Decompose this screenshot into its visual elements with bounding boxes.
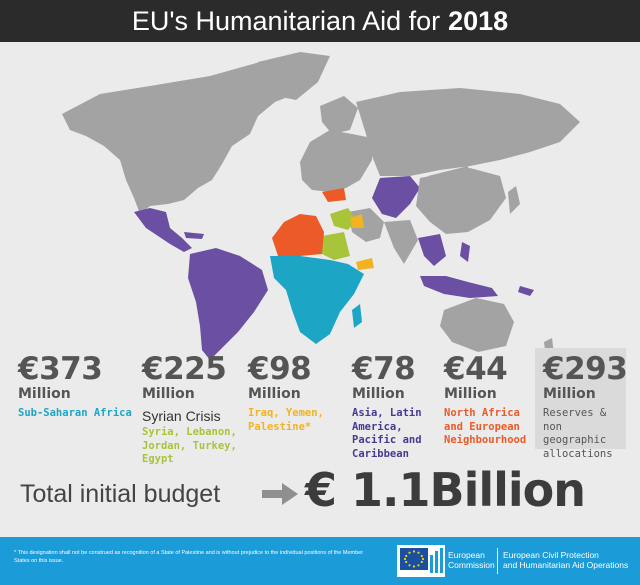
philippines-region (460, 242, 470, 262)
madagascar-region (352, 304, 362, 328)
crisis-label: Syrian Crisis (142, 408, 221, 424)
unit: Million (543, 386, 596, 402)
region-reserves: €293 Million Reserves & non geographic a… (543, 351, 628, 467)
amount: €44 (444, 351, 508, 387)
amount: €98 (248, 351, 312, 387)
eu-flag-icon (397, 545, 445, 577)
central-america-region (134, 208, 192, 252)
region-syria: €225 Million Syrian Crisis Syria, Lebano… (142, 352, 242, 467)
unit: Million (352, 386, 405, 402)
australia-land (440, 298, 514, 352)
echo-name: European Civil Protection and Humanitaria… (503, 550, 629, 570)
unit: Million (248, 386, 301, 402)
region-north-africa: €44 Million North Africa and European Ne… (444, 352, 532, 467)
yemen-region (356, 258, 374, 270)
region-label: Iraq, Yemen, Palestine* (248, 407, 324, 433)
egypt-region (322, 232, 350, 260)
sub-saharan-africa-region (270, 256, 364, 344)
palestine-footnote: * This designation shall not be construe… (14, 550, 364, 564)
footer: * This designation shall not be construe… (0, 537, 640, 585)
scandinavia-land (320, 96, 358, 134)
pacific-islands-region (518, 286, 534, 296)
total-label: Total initial budget (20, 480, 221, 508)
greenland-land (258, 52, 330, 100)
region-label: Reserves & non geographic allocations (543, 407, 613, 460)
region-label: Sub-Saharan Africa (18, 407, 132, 419)
india-land (384, 220, 418, 264)
region-label: Syria, Lebanon, Jordan, Turkey, Egypt (142, 426, 237, 465)
title-prefix: EU's Humanitarian Aid for (131, 5, 441, 36)
world-map (62, 52, 580, 360)
amount: €225 (142, 351, 227, 387)
region-sub-saharan: €373 Million Sub-Saharan Africa (18, 352, 136, 467)
unit: Million (142, 386, 195, 402)
region-iraq-yemen: €98 Million Iraq, Yemen, Palestine* (248, 352, 343, 467)
japan-land (508, 186, 520, 214)
region-label: North Africa and European Neighbourhood (444, 407, 527, 446)
central-asia-region (372, 176, 420, 218)
europe-land (300, 130, 372, 192)
european-neighbourhood-region (322, 188, 346, 202)
unit: Million (18, 386, 71, 402)
footer-divider (497, 548, 498, 574)
title-bar: EU's Humanitarian Aid for 2018 (0, 0, 640, 42)
south-america-region (188, 248, 268, 360)
amount: €293 (543, 351, 628, 387)
indonesia-region (420, 276, 498, 298)
total-budget: Total initial budget € 1.1Billion (0, 463, 640, 525)
title-year: 2018 (448, 5, 509, 36)
allocation-figures: €373 Million Sub-Saharan Africa €225 Mil… (0, 352, 640, 467)
amount: €78 (352, 351, 416, 387)
total-value: € 1.1Billion (305, 463, 586, 517)
caribbean-region (184, 232, 204, 239)
iraq-region (350, 214, 364, 228)
arrow-right-icon (262, 483, 298, 505)
amount: €373 (18, 351, 103, 387)
north-america-land (62, 60, 320, 214)
russia-land (356, 88, 580, 176)
ec-name: European Commission (448, 550, 495, 570)
region-asia-latam: €78 Million Asia, Latin America, Pacific… (352, 352, 438, 467)
region-label: Asia, Latin America, Pacific and Caribbe… (352, 407, 422, 460)
reserves-box (535, 348, 626, 449)
north-africa-region (272, 214, 324, 256)
mongolia-land (428, 166, 470, 188)
syria-region (330, 208, 356, 230)
southeast-asia-region (418, 234, 446, 266)
unit: Million (444, 386, 497, 402)
